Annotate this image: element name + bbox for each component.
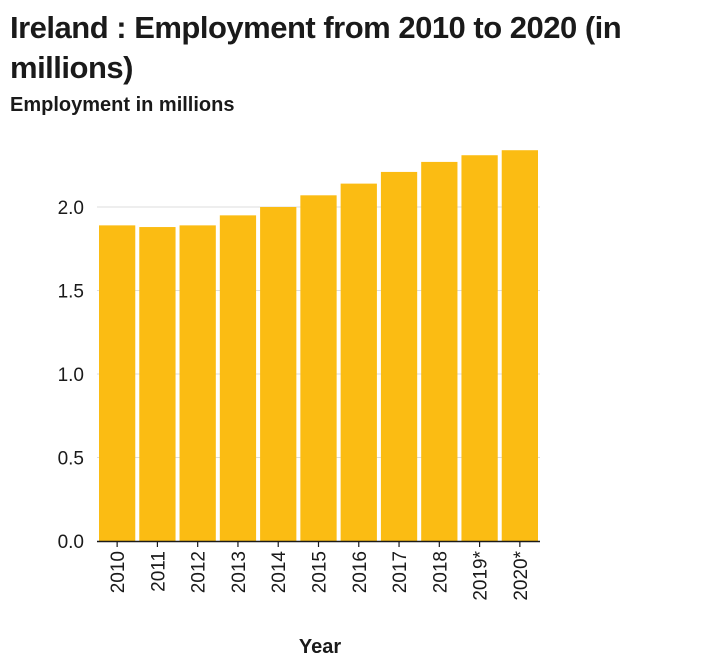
x-tick-label: 2015 — [310, 551, 331, 593]
y-tick-label: 0.0 — [58, 532, 84, 553]
chart-title: Ireland : Employment from 2010 to 2020 (… — [10, 10, 622, 85]
bar — [260, 207, 297, 541]
bar — [300, 195, 337, 541]
x-tick-label: 2010 — [108, 551, 129, 593]
x-tick-label: 2018 — [430, 551, 451, 593]
bar — [461, 155, 498, 542]
bar — [421, 161, 458, 541]
bar — [179, 225, 216, 541]
y-tick-label: 1.5 — [58, 282, 84, 303]
y-tick-label: 0.5 — [58, 449, 84, 470]
x-axis-label: Year — [0, 636, 640, 659]
bar — [219, 215, 257, 541]
bar — [99, 225, 136, 541]
x-tick-label: 2013 — [229, 551, 250, 593]
bar — [501, 150, 538, 541]
x-tick-label: 2019* — [471, 550, 492, 600]
x-tick-labels: 2010 2011 2012 2013 2014 2015 2016 2017 2018 2019… — [108, 550, 532, 600]
y-tick-label: 1.0 — [58, 365, 84, 386]
axes — [97, 540, 540, 547]
x-tick-label: 2014 — [269, 551, 290, 594]
x-tick-label: 2012 — [189, 551, 210, 593]
x-tick-label: 2017 — [390, 551, 411, 593]
y-axis-label: Employment in millions — [10, 94, 235, 116]
y-tick-label: 2.0 — [58, 198, 84, 219]
bar — [380, 171, 418, 541]
x-tick-label: 2011 — [148, 551, 169, 592]
bars — [99, 150, 538, 542]
y-tick-labels: 0.0 0.5 1.0 1.5 2.0 — [58, 198, 84, 553]
x-axis-label-text: Year — [298, 636, 342, 658]
x-tick-label: 2020* — [511, 550, 532, 600]
x-tick-label: 2016 — [350, 551, 371, 593]
bar — [139, 227, 176, 542]
bar — [340, 183, 377, 541]
